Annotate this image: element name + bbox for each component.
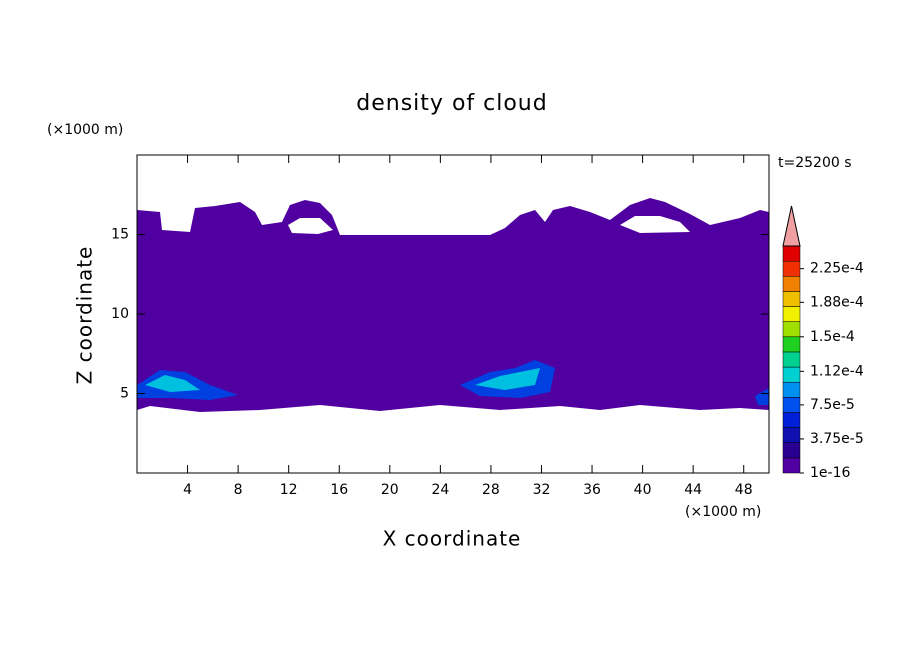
x-tick-label: 16: [330, 482, 348, 498]
colorbar-label: 1.88e-4: [810, 294, 864, 310]
y-axis-title: Z coordinate: [73, 246, 97, 385]
colorbar-band: [782, 427, 801, 443]
cloud-field: [137, 198, 769, 412]
x-tick-label: 24: [431, 482, 449, 498]
colorbar-band: [782, 381, 801, 398]
x-unit: (×1000 m): [685, 504, 761, 520]
colorbar-band: [782, 397, 801, 413]
x-tick-label: 20: [381, 482, 399, 498]
colorbar-band: [782, 366, 801, 383]
x-tick-label: 44: [684, 482, 702, 498]
x-tick-label: 12: [280, 482, 298, 498]
cloud-hole: [288, 216, 690, 234]
cloud-peak: [145, 368, 540, 392]
colorbar-band: [782, 412, 801, 428]
time-annotation: t=25200 s: [778, 155, 852, 171]
colorbar-label: 1.12e-4: [810, 363, 864, 379]
colorbar-label: 1.5e-4: [810, 329, 855, 345]
colorbar-band: [782, 321, 801, 338]
colorbar-label: 2.25e-4: [810, 261, 864, 277]
colorbar-band: [782, 306, 801, 322]
x-tick-label: 4: [183, 482, 192, 498]
y-tick-label: 5: [120, 386, 129, 402]
colorbar-band: [782, 336, 801, 353]
colorbar-label: 7.5e-5: [810, 397, 855, 413]
colorbar-band: [782, 260, 801, 277]
colorbar-band: [782, 245, 801, 262]
colorbar-label: 3.75e-5: [810, 431, 864, 447]
cloud-region: [137, 198, 769, 412]
x-axis-title: X coordinate: [383, 527, 522, 551]
colorbar-extend: [782, 205, 801, 247]
x-tick-label: 28: [482, 482, 500, 498]
colorbar-band: [782, 457, 801, 474]
colorbar-band: [782, 351, 801, 368]
y-tick-label: 10: [111, 306, 129, 322]
colorbar-band: [782, 291, 801, 307]
x-tick-label: 8: [234, 482, 243, 498]
y-tick-label: 15: [111, 227, 129, 243]
x-tick-label: 36: [583, 482, 601, 498]
x-tick-label: 40: [634, 482, 652, 498]
y-unit: (×1000 m): [47, 122, 123, 138]
x-tick-label: 48: [735, 482, 753, 498]
colorbar-label: 1e-16: [810, 465, 850, 481]
x-tick-label: 32: [533, 482, 551, 498]
chart-title: density of cloud: [356, 91, 547, 116]
colorbar-band: [782, 276, 801, 292]
colorbar-band: [782, 442, 801, 459]
